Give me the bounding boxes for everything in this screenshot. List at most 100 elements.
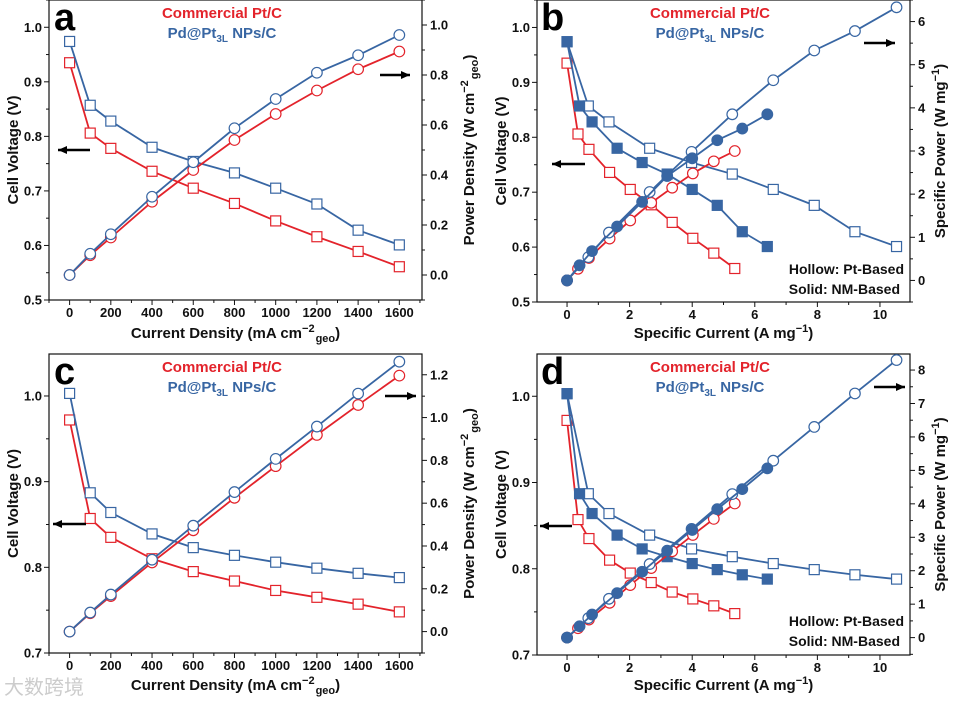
x-axis-title-end: ) [335, 325, 340, 342]
data-point-square [729, 262, 741, 275]
series-pd-circle-hollow [63, 29, 406, 281]
left-tick-label: 1.0 [24, 388, 42, 403]
x-axis-title-end: ) [808, 677, 813, 694]
right-tick-label: 4 [918, 496, 926, 511]
data-point-square [736, 226, 748, 238]
x-tick-label: 1600 [385, 305, 414, 320]
data-point-circle [228, 134, 241, 146]
panel-letter: b [541, 0, 564, 39]
right-tick-label: 3 [918, 530, 925, 545]
data-point-circle [726, 488, 739, 501]
data-point-square [561, 36, 573, 48]
x-axis-title-end: ) [808, 325, 813, 342]
data-point-square [228, 197, 241, 210]
legend-pd-rest: NPs/C [716, 25, 765, 42]
data-point-square [624, 183, 636, 196]
data-point-square [84, 127, 96, 139]
data-point-square [586, 507, 598, 520]
data-point-square [105, 531, 117, 543]
data-point-square [393, 261, 405, 273]
data-point-circle [849, 25, 861, 37]
data-point-square [808, 199, 820, 211]
right-tick-label: 1.2 [430, 367, 448, 382]
left-axis-arrow-head [53, 520, 62, 528]
data-point-square [573, 100, 586, 112]
series-pt-square-hollow [561, 57, 741, 275]
x-tick-label: 6 [751, 307, 758, 322]
data-point-square [849, 226, 861, 238]
x-tick-label: 8 [814, 307, 821, 322]
data-point-square [729, 608, 741, 620]
legend-pd-pt3l: Pd@Pt3L NPs/C [168, 379, 277, 399]
x-tick-label: 1400 [344, 658, 373, 673]
x-tick-label: 0 [66, 305, 73, 320]
data-point-circle [63, 269, 76, 281]
x-tick-label: 4 [689, 660, 697, 675]
data-point-circle [636, 196, 649, 208]
x-tick-label: 6 [751, 660, 758, 675]
data-point-circle [146, 190, 158, 203]
right-axis-title-end: ) [932, 417, 949, 422]
data-point-circle [707, 155, 720, 168]
left-tick-label: 0.7 [512, 185, 530, 200]
data-point-circle [661, 170, 674, 182]
series-pd-square-solid [561, 388, 773, 585]
x-tick-label: 600 [182, 305, 204, 320]
right-axis-arrow-head [407, 392, 416, 400]
series-line [68, 360, 400, 633]
data-point-square [352, 245, 364, 258]
data-point-square [311, 562, 323, 574]
note-solid: Solid: NM-Based [789, 633, 900, 649]
data-point-circle [84, 606, 97, 619]
right-tick-label: 1 [918, 597, 925, 612]
legend-pd-pt3l: Pd@Pt3L NPs/C [656, 379, 765, 399]
left-tick-label: 0.7 [24, 183, 42, 198]
data-point-square [105, 506, 117, 519]
left-axis-arrow-head [540, 522, 549, 530]
data-point-square [726, 168, 738, 180]
data-point-square [890, 240, 903, 253]
right-tick-label: 0.6 [430, 118, 448, 133]
x-tick-label: 400 [141, 658, 163, 673]
legend-pd-rest: NPs/C [228, 379, 277, 396]
legend-pd-main: Pd@Pt [168, 25, 217, 42]
x-tick-label: 0 [66, 658, 73, 673]
data-point-circle [187, 519, 200, 532]
data-point-square [146, 165, 158, 177]
series-pd-circle-solid [561, 108, 774, 287]
data-point-square [736, 569, 748, 581]
data-point-circle [611, 587, 624, 600]
series-line [566, 393, 897, 580]
data-point-square [393, 606, 405, 618]
right-axis-title: Specific Power (W mg−1) [930, 64, 949, 238]
panel-b: 0 2 4 6 8 100.50.60.70.80.91.00123456Specific… [493, 0, 949, 342]
data-point-square [84, 99, 96, 111]
data-point-square [685, 543, 698, 555]
data-point-square [573, 488, 586, 500]
data-point-square [311, 231, 323, 243]
data-point-circle [686, 167, 699, 180]
data-point-circle [666, 181, 679, 194]
data-point-circle [269, 452, 282, 465]
data-point-square [761, 573, 773, 585]
legend-pd-pt3l: Pd@Pt3L NPs/C [656, 25, 765, 45]
data-point-square [666, 586, 678, 598]
data-point-circle [761, 462, 774, 475]
x-axis-title-sup: −1 [796, 323, 809, 335]
right-axis-title-main: Power Density (W cm [461, 446, 478, 599]
data-point-circle [603, 226, 615, 239]
data-point-circle [352, 399, 365, 411]
x-tick-label: 4 [689, 307, 697, 322]
left-tick-label: 0.6 [24, 238, 42, 253]
data-point-circle [269, 93, 282, 105]
data-point-circle [636, 565, 649, 578]
series-line [68, 34, 400, 276]
data-point-circle [711, 134, 724, 147]
data-point-square [603, 116, 615, 128]
left-axis-title: Cell Voltage (V) [493, 97, 510, 206]
left-tick-label: 0.9 [24, 474, 42, 489]
x-tick-label: 0 [563, 660, 570, 675]
right-axis-title-sup: −2 [459, 434, 471, 447]
x-tick-label: 10 [873, 660, 887, 675]
